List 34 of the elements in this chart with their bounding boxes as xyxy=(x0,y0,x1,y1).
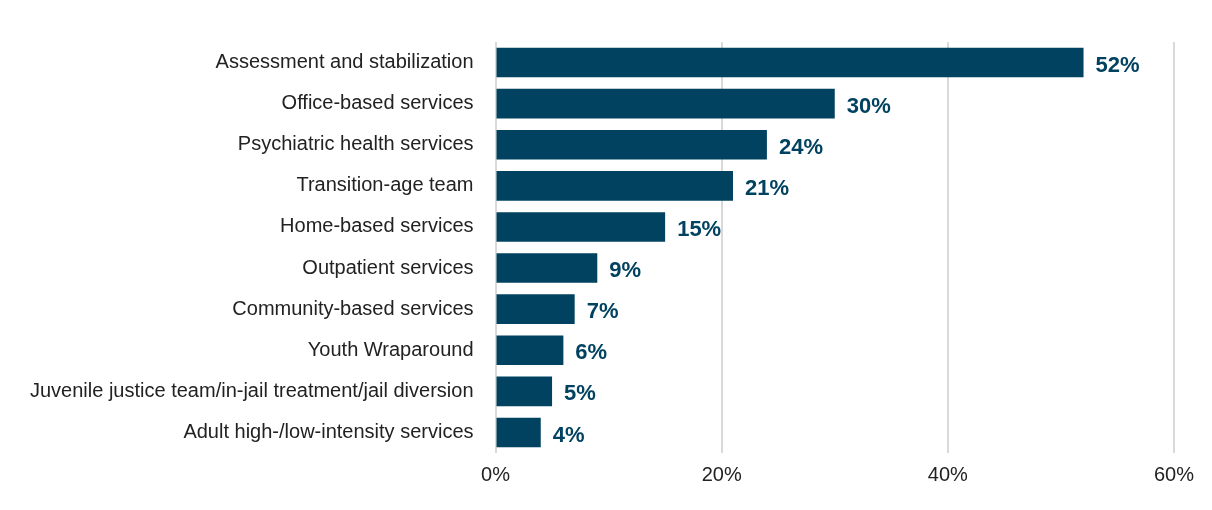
data-label: 7% xyxy=(586,298,619,324)
x-tick-label: 20% xyxy=(701,462,742,485)
data-label: 30% xyxy=(846,92,891,118)
y-tick-label: Assessment and stabilization xyxy=(215,50,474,73)
bar xyxy=(496,171,733,201)
y-tick-label: Home-based services xyxy=(280,214,474,237)
data-label: 6% xyxy=(575,339,608,365)
data-label: 24% xyxy=(778,133,823,159)
y-tick-label: Office-based services xyxy=(281,91,474,114)
y-tick-label: Youth Wraparound xyxy=(307,337,474,360)
y-tick-label: Juvenile justice team/in-jail treatment/jail diversion xyxy=(29,378,474,401)
bar xyxy=(496,253,598,283)
y-tick-label: Community-based services xyxy=(232,296,474,319)
bar xyxy=(496,88,835,119)
y-tick-label: Transition-age team xyxy=(296,173,474,196)
y-tick-label: Adult high-/low-intensity services xyxy=(183,419,474,442)
y-tick-label: Outpatient services xyxy=(302,255,474,278)
data-label: 5% xyxy=(564,380,596,406)
data-label: 21% xyxy=(744,174,790,200)
bar xyxy=(496,376,553,407)
data-label: 15% xyxy=(677,216,722,242)
bar xyxy=(496,417,541,448)
x-tick-label: 0% xyxy=(481,462,511,485)
bar xyxy=(496,335,564,366)
bar xyxy=(496,47,1084,78)
x-tick-label: 60% xyxy=(1153,462,1195,485)
bar xyxy=(496,129,767,160)
data-label: 52% xyxy=(1095,51,1140,77)
y-tick-label: Psychiatric health services xyxy=(237,132,474,155)
data-label: 9% xyxy=(609,257,642,283)
bar xyxy=(496,294,575,324)
x-tick-label: 40% xyxy=(927,462,969,485)
data-label: 4% xyxy=(552,421,585,447)
bar xyxy=(496,212,666,242)
